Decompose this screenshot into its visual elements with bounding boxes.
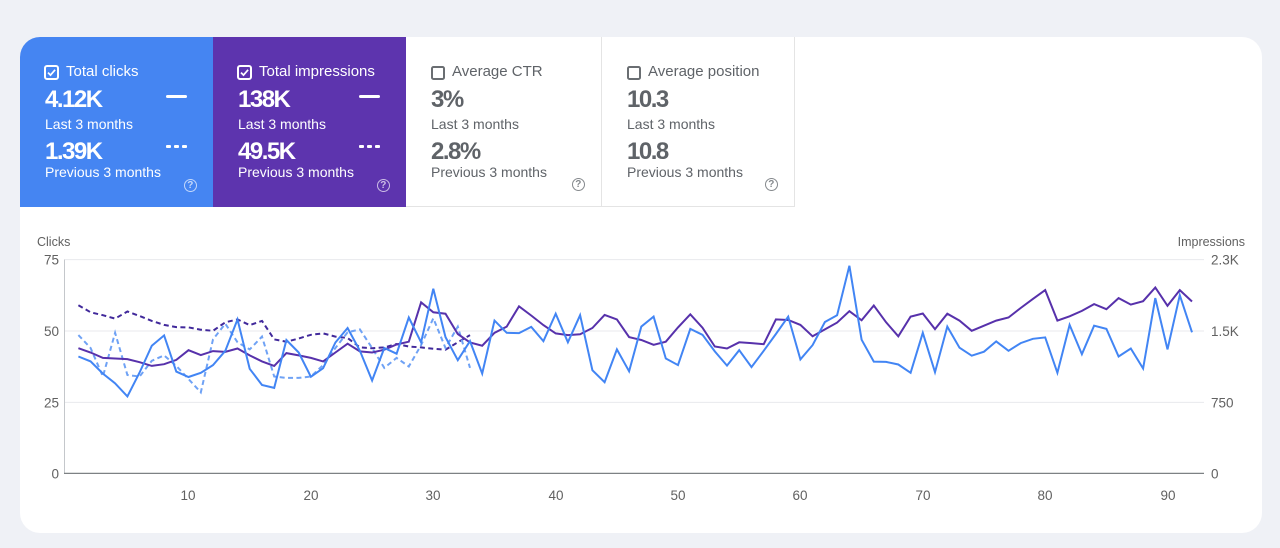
svg-text:Clicks: Clicks [37,235,70,249]
svg-text:75: 75 [44,253,59,268]
svg-text:50: 50 [44,324,59,339]
svg-text:750: 750 [1211,395,1234,410]
svg-text:1.5K: 1.5K [1211,324,1239,339]
svg-text:50: 50 [670,488,685,503]
svg-text:60: 60 [792,488,807,503]
svg-text:Impressions: Impressions [1178,235,1245,249]
svg-text:40: 40 [548,488,563,503]
svg-text:80: 80 [1037,488,1052,503]
svg-text:20: 20 [303,488,318,503]
svg-text:25: 25 [44,395,59,410]
svg-text:0: 0 [1211,466,1219,481]
svg-text:90: 90 [1160,488,1175,503]
svg-text:2.3K: 2.3K [1211,253,1239,268]
svg-text:70: 70 [915,488,930,503]
svg-text:30: 30 [425,488,440,503]
svg-text:0: 0 [51,466,59,481]
svg-text:10: 10 [180,488,195,503]
